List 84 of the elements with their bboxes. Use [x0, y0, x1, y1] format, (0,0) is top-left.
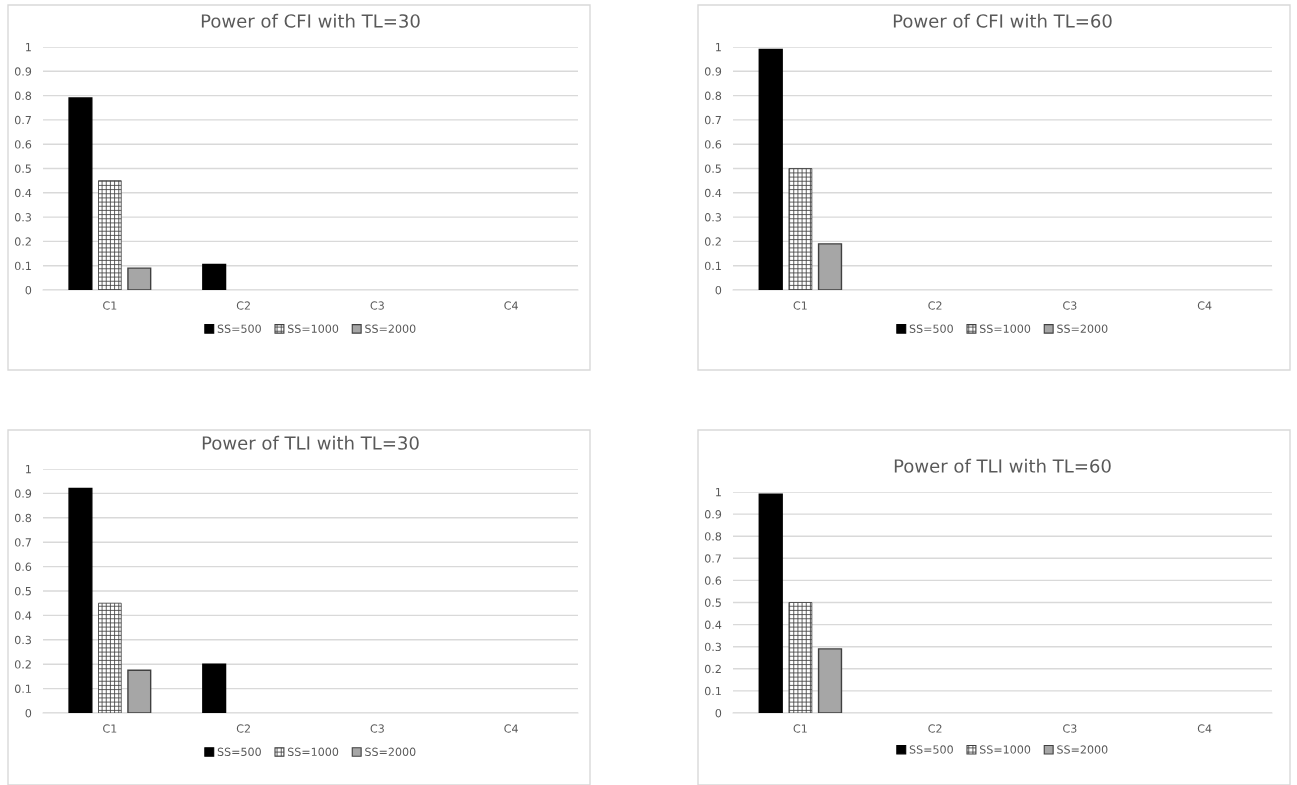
bar — [68, 487, 93, 713]
bar — [98, 180, 122, 290]
legend-label: SS=1000 — [287, 747, 339, 756]
y-tick-label: 0.3 — [14, 213, 31, 222]
legend-label: SS=500 — [217, 324, 261, 333]
bar — [202, 263, 227, 290]
y-tick-label: 0.2 — [704, 237, 721, 246]
legend-label: SS=1000 — [287, 324, 339, 333]
y-tick-label: 0.8 — [704, 91, 722, 100]
x-tick-label: C1 — [793, 301, 807, 310]
y-tick-label: 0.5 — [14, 586, 31, 596]
y-tick-label: 0.6 — [14, 562, 32, 571]
y-tick-label: 0.3 — [704, 642, 721, 652]
legend-label: SS=1000 — [979, 324, 1031, 333]
y-tick-label: 0.6 — [704, 140, 722, 149]
bar — [98, 602, 122, 713]
bar — [127, 669, 152, 713]
y-tick-label: 0.5 — [704, 164, 721, 173]
y-tick-label: 0.3 — [704, 213, 721, 222]
y-tick-label: 0.4 — [704, 620, 722, 629]
legend-label: SS=2000 — [365, 747, 416, 756]
bar — [202, 663, 227, 713]
legend-label: SS=500 — [909, 324, 953, 333]
x-tick-label: C1 — [793, 724, 807, 733]
y-tick-label: 0.7 — [704, 115, 721, 125]
legend-label: SS=2000 — [1057, 745, 1108, 754]
legend-label: SS=2000 — [1057, 324, 1108, 333]
y-tick-label: 1 — [26, 43, 31, 52]
y-tick-label: 0 — [715, 285, 722, 295]
chart-title: Power of TLI with TL=60 — [894, 458, 1111, 473]
y-tick-label: 0 — [25, 285, 32, 295]
y-tick-label: 0.7 — [14, 115, 31, 125]
y-tick-label: 0.8 — [14, 513, 32, 523]
x-tick-label: C2 — [236, 724, 250, 733]
legend-label: SS=500 — [217, 747, 261, 756]
x-tick-label: C1 — [103, 724, 117, 733]
y-tick-label: 0.9 — [704, 510, 722, 519]
y-tick-label: 1 — [716, 488, 721, 497]
y-tick-label: 1 — [716, 43, 721, 52]
chart-title: Power of CFI with TL=30 — [201, 13, 420, 28]
y-tick-label: 0.9 — [14, 67, 32, 76]
y-tick-label: 0.4 — [14, 188, 32, 198]
bar — [127, 267, 152, 290]
y-tick-label: 0.5 — [704, 598, 721, 607]
y-tick-label: 0.7 — [704, 554, 721, 563]
y-tick-label: 0.1 — [14, 261, 31, 271]
y-tick-label: 0.2 — [14, 237, 31, 246]
chart-title: Power of CFI with TL=60 — [893, 13, 1112, 28]
legend-label: SS=1000 — [979, 745, 1031, 754]
x-tick-label: C3 — [1063, 724, 1077, 733]
y-tick-label: 0.1 — [704, 261, 721, 271]
chart-title: Power of TLI with TL=30 — [202, 435, 419, 450]
x-tick-label: C4 — [504, 724, 518, 733]
y-tick-label: 0.1 — [14, 684, 31, 693]
legend-label: SS=500 — [909, 745, 953, 754]
y-tick-label: 0 — [25, 708, 32, 718]
x-tick-label: C2 — [928, 724, 942, 733]
x-tick-label: C3 — [370, 724, 384, 733]
y-tick-label: 0 — [715, 708, 722, 718]
y-tick-label: 0.8 — [14, 91, 32, 100]
y-tick-label: 0.6 — [704, 576, 722, 585]
y-tick-label: 0.8 — [704, 532, 722, 541]
y-tick-label: 0.3 — [14, 635, 31, 645]
x-tick-label: C2 — [928, 301, 942, 310]
x-tick-label: C2 — [236, 301, 250, 310]
y-tick-label: 0.7 — [14, 538, 31, 547]
x-tick-label: C4 — [1197, 724, 1212, 733]
y-tick-label: 0.1 — [704, 686, 721, 696]
y-tick-label: 0.6 — [14, 140, 32, 149]
y-tick-label: 0.9 — [704, 67, 722, 76]
y-tick-label: 0.2 — [704, 664, 721, 674]
x-tick-label: C3 — [370, 301, 384, 310]
x-tick-label: C1 — [103, 301, 117, 310]
y-tick-label: 0.4 — [704, 188, 722, 198]
y-tick-label: 0.2 — [14, 660, 31, 669]
legend-label: SS=2000 — [365, 324, 416, 333]
x-tick-label: C4 — [1197, 301, 1212, 310]
y-tick-label: 0.5 — [14, 164, 31, 173]
bar — [68, 97, 93, 290]
y-tick-label: 1 — [26, 465, 31, 474]
y-tick-label: 0.4 — [14, 611, 32, 620]
x-tick-label: C3 — [1063, 301, 1077, 310]
y-tick-label: 0.9 — [14, 489, 32, 498]
x-tick-label: C4 — [504, 301, 518, 310]
